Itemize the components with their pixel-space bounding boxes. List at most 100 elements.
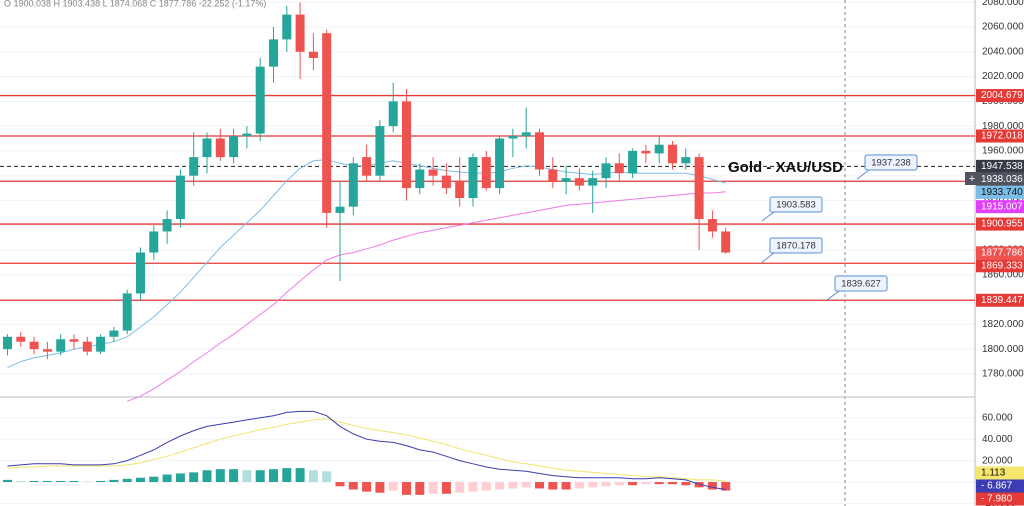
macd-histogram-bar xyxy=(335,482,345,487)
candle-body xyxy=(109,330,119,337)
price-label-bg xyxy=(976,159,1024,173)
macd-histogram-bar xyxy=(375,482,385,493)
candle-body xyxy=(69,339,79,342)
macd-histogram-bar xyxy=(455,482,465,493)
macd-histogram-bar xyxy=(641,482,651,485)
price-label-bg xyxy=(976,200,1024,214)
macd-histogram-bar xyxy=(308,470,318,483)
price-label-text: 1839.447 xyxy=(981,295,1023,306)
indicator-label: - 6.867 xyxy=(976,479,1024,493)
candle-body xyxy=(242,133,252,137)
candle-body xyxy=(721,231,731,253)
callout-leader xyxy=(761,211,775,222)
candle-body xyxy=(189,157,199,176)
candle-body xyxy=(561,178,571,182)
price-label-bg xyxy=(976,246,1024,260)
indicator-label-text: - 7.980 xyxy=(981,494,1013,505)
candle-body xyxy=(468,157,478,198)
price-label-text: 2004.679 xyxy=(981,90,1023,101)
macd-histogram-bar xyxy=(162,474,172,483)
macd-histogram-bar xyxy=(29,480,39,483)
price-label-text: 1947.538 xyxy=(981,161,1023,172)
candle-body xyxy=(428,169,438,176)
chart-title: Gold - XAU/USD xyxy=(728,159,843,176)
price-label-bg xyxy=(976,293,1024,307)
y-tick-label: 20.000 xyxy=(982,455,1013,466)
price-label-text: 1915.007 xyxy=(981,201,1023,212)
macd-histogram-bar xyxy=(122,478,132,483)
macd-histogram-bar xyxy=(149,476,159,483)
candle-body xyxy=(388,101,398,127)
macd-histogram-bar xyxy=(548,482,558,490)
y-tick-label: 1860.000 xyxy=(982,269,1024,280)
candle-body xyxy=(269,39,278,67)
callout-box xyxy=(769,237,823,254)
indicator-label: - 7.980 xyxy=(976,492,1024,506)
macd-histogram-bar xyxy=(56,480,66,483)
price-label-text: 1938.036 xyxy=(981,174,1023,185)
macd-histogram-bar xyxy=(189,472,199,483)
macd-histogram-bar xyxy=(574,482,584,489)
macd-histogram-bar xyxy=(362,482,372,492)
candle-body xyxy=(229,136,239,158)
macd-histogram-bar xyxy=(242,470,252,483)
macd-histogram-bar xyxy=(588,482,598,488)
candle-body xyxy=(175,175,185,220)
candle-body xyxy=(322,33,332,213)
macd-histogram-bar xyxy=(229,469,239,483)
candle-body xyxy=(628,150,638,174)
macd-histogram-bar xyxy=(69,480,79,483)
candle-body xyxy=(521,132,531,137)
price-axis: 1780.0001800.0001820.0001840.0001860.000… xyxy=(976,0,1024,506)
candle-body xyxy=(508,136,518,139)
callout-box xyxy=(769,196,823,213)
indicator-label-bg xyxy=(976,479,1024,493)
crosshair-button[interactable] xyxy=(965,172,979,185)
indicator-label-text: - 6.867 xyxy=(981,481,1013,492)
candle-body xyxy=(122,293,132,331)
candle-body xyxy=(574,178,584,186)
macd-histogram-bar xyxy=(96,480,106,483)
y-tick-label: 1980.000 xyxy=(982,121,1024,132)
candle-body xyxy=(136,252,145,294)
price-label: 1869.333 xyxy=(976,259,1024,273)
macd-histogram-bar xyxy=(428,482,438,494)
candle-body xyxy=(481,157,491,189)
candle-body xyxy=(335,206,345,213)
price-label: 1947.538 xyxy=(976,159,1024,173)
price-label-text: 1933.740 xyxy=(981,187,1023,198)
callout-leader xyxy=(856,169,870,180)
candle-body xyxy=(162,219,172,232)
macd-histogram-bar xyxy=(654,482,664,485)
macd-histogram-bar xyxy=(348,482,358,490)
indicator-label-bg xyxy=(976,492,1024,506)
macd-histogram-bar xyxy=(402,482,411,495)
price-label-text: 1900.955 xyxy=(981,219,1023,230)
macd-histogram-bar xyxy=(215,469,225,483)
price-label: 1839.447 xyxy=(976,293,1024,307)
y-tick-label: 2060.000 xyxy=(982,22,1024,33)
macd-histogram-bar xyxy=(441,482,451,494)
price-label: 1933.740 xyxy=(976,185,1024,199)
price-label: 2004.679 xyxy=(976,89,1024,103)
candle-body xyxy=(149,231,159,253)
ohlc-header: O 1900.038 H 1903.438 L 1874.068 C 1877.… xyxy=(4,0,266,8)
signal-line xyxy=(7,418,726,482)
macd-histogram-bar xyxy=(614,482,624,486)
candle-body xyxy=(495,138,505,189)
macd-histogram-bar xyxy=(468,482,478,492)
macd-histogram-bar xyxy=(681,482,691,486)
crosshair-icon: + xyxy=(969,173,975,185)
candle-body xyxy=(255,66,265,134)
candle-body xyxy=(402,101,411,189)
candle-body xyxy=(308,51,318,58)
price-label-bg xyxy=(976,185,1024,199)
candle-body xyxy=(56,339,66,352)
macd-histogram-bar xyxy=(388,482,398,491)
candle-body xyxy=(614,163,624,174)
price-label: 1900.955 xyxy=(976,217,1024,231)
y-tick-label: 60.000 xyxy=(982,412,1013,423)
macd-histogram-bar xyxy=(202,470,212,483)
candle-body xyxy=(282,14,292,40)
candle-body xyxy=(681,157,691,164)
